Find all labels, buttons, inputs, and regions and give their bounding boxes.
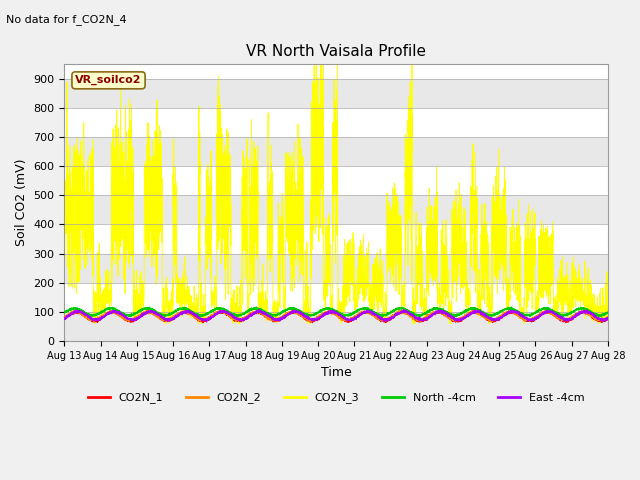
Bar [65,312,608,341]
X-axis label: Time: Time [321,366,351,379]
Bar [65,79,608,108]
Bar [65,283,608,312]
Text: No data for f_CO2N_4: No data for f_CO2N_4 [6,14,127,25]
Bar [65,108,608,137]
Bar [65,166,608,195]
Title: VR North Vaisala Profile: VR North Vaisala Profile [246,44,426,59]
Bar [65,225,608,253]
Text: VR_soilco2: VR_soilco2 [76,75,142,85]
Legend: CO2N_1, CO2N_2, CO2N_3, North -4cm, East -4cm: CO2N_1, CO2N_2, CO2N_3, North -4cm, East… [83,388,589,408]
Bar [65,195,608,225]
Bar [65,253,608,283]
Y-axis label: Soil CO2 (mV): Soil CO2 (mV) [15,159,28,246]
Bar [65,137,608,166]
